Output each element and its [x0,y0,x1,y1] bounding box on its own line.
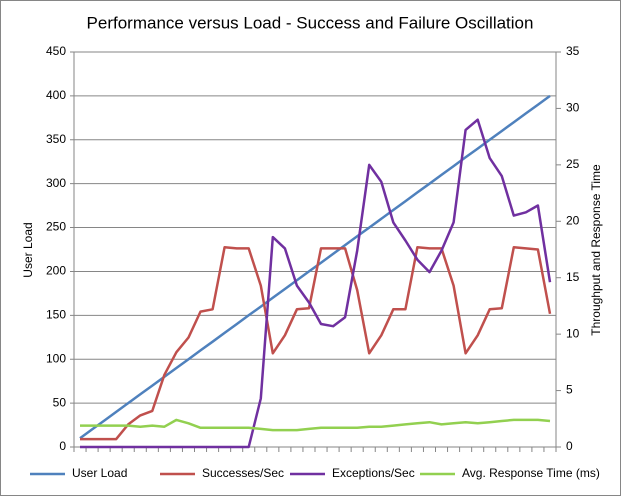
y-tick-label: 300 [46,176,66,190]
series-line [80,118,552,449]
y-tick-label: 200 [46,264,66,278]
y-tick-label: 50 [53,395,67,409]
y-tick-label: 0 [59,439,66,453]
y2-tick-label: 30 [566,101,580,115]
y2-tick-label: 25 [566,157,580,171]
series-line [80,418,551,432]
y-axis-title: User Load [21,222,35,277]
legend-label: User Load [72,466,127,480]
y-tick-label: 150 [46,308,66,322]
y2-tick-label: 0 [566,439,573,453]
y-tick-label: 100 [46,351,66,365]
series-line [80,245,552,441]
y-tick-label: 400 [46,88,66,102]
series-line [79,94,551,440]
y2-tick-label: 35 [566,44,580,58]
legend-label: Exceptions/Sec [332,466,415,480]
y-tick-label: 250 [46,220,66,234]
y-tick-label: 450 [46,44,66,58]
y-tick-label: 350 [46,132,66,146]
y2-tick-label: 20 [566,213,580,227]
legend-label: Successes/Sec [202,466,284,480]
y2-tick-label: 10 [566,326,580,340]
y2-axis-title: Throughput and Response Time [589,164,603,336]
y2-tick-label: 5 [566,383,573,397]
chart-title: Performance versus Load - Success and Fa… [87,13,534,32]
legend-label: Avg. Response Time (ms) [462,466,600,480]
y2-tick-label: 15 [566,270,580,284]
